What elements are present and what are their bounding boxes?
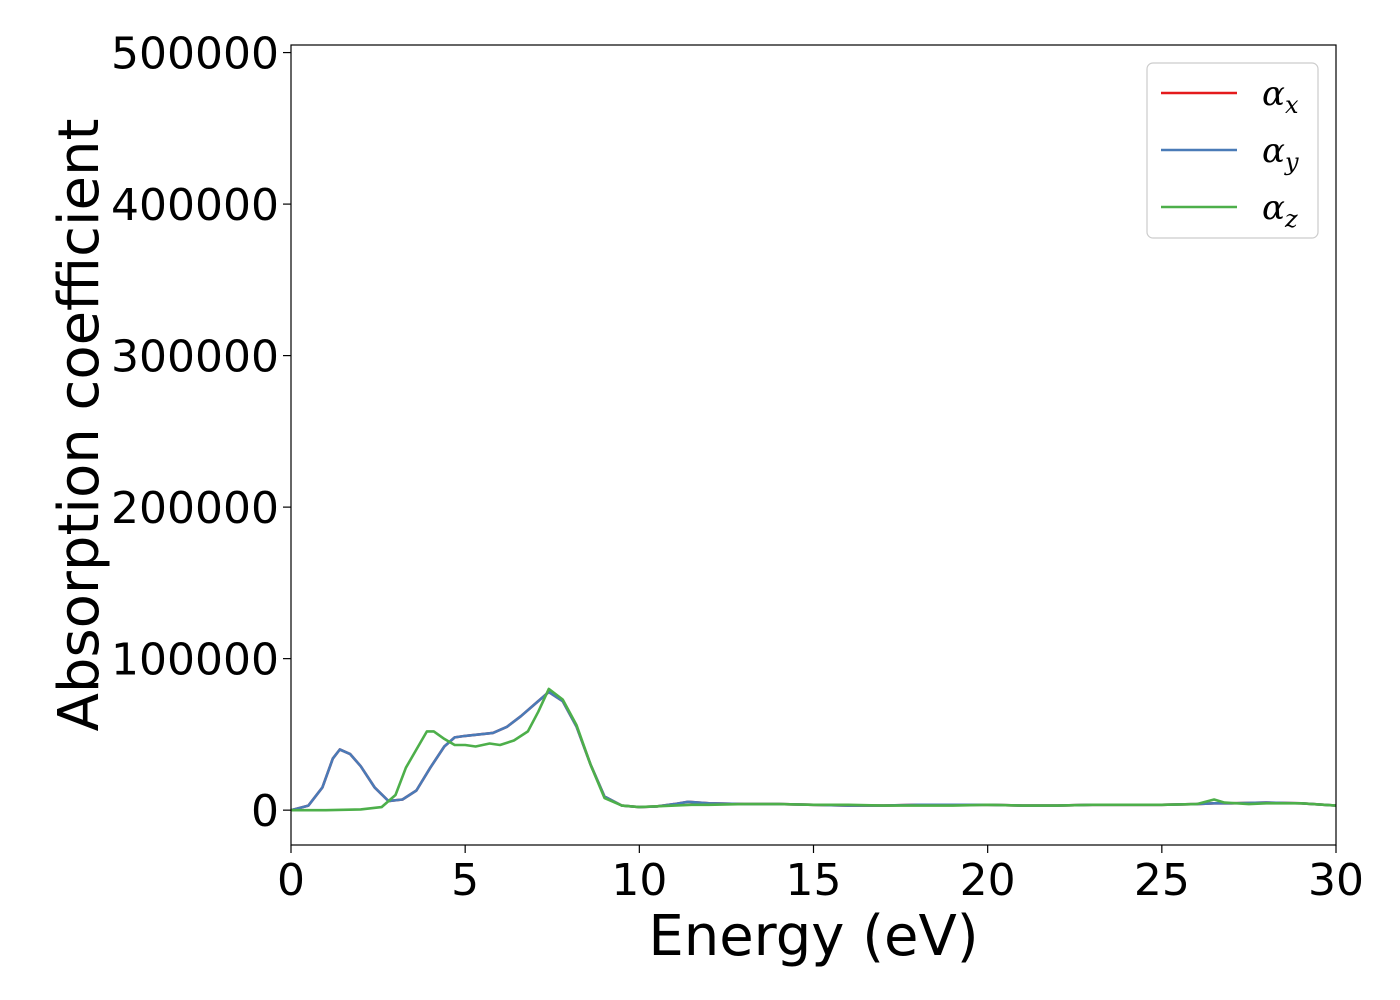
legend-label-subscript: y xyxy=(1284,148,1299,176)
y-tick-label: 400000 xyxy=(111,180,279,231)
legend-label-subscript: z xyxy=(1284,205,1298,233)
y-tick-label: 300000 xyxy=(111,332,279,383)
y-tick-label: 100000 xyxy=(111,635,279,686)
y-tick-label: 0 xyxy=(251,786,279,837)
legend-label-main: α xyxy=(1262,188,1285,228)
x-tick-label: 5 xyxy=(451,855,479,906)
x-tick-label: 30 xyxy=(1308,855,1364,906)
legend-label-x: αx xyxy=(1262,74,1299,119)
legend-label-main: α xyxy=(1262,74,1285,114)
x-tick-label: 0 xyxy=(277,855,305,906)
legend-label-y: αy xyxy=(1262,131,1299,176)
y-tick-label: 200000 xyxy=(111,483,279,534)
x-axis-title: Energy (eV) xyxy=(648,904,978,969)
legend-label-main: α xyxy=(1262,131,1285,171)
x-tick-label: 15 xyxy=(786,855,842,906)
x-tick-label: 10 xyxy=(611,855,667,906)
x-tick-label: 25 xyxy=(1134,855,1190,906)
series-line-z xyxy=(291,687,1336,812)
y-tick-label: 500000 xyxy=(111,29,279,80)
x-tick-label: 20 xyxy=(960,855,1016,906)
legend-label-subscript: x xyxy=(1285,91,1299,119)
plot-area xyxy=(291,687,1336,812)
legend-label-z: αz xyxy=(1262,188,1298,233)
y-axis: 0 100000 200000 300000 400000 500000 xyxy=(111,29,291,837)
x-axis: 0 5 10 15 20 25 30 xyxy=(277,845,1364,906)
y-axis-title: Absorption coefficient xyxy=(47,119,112,732)
